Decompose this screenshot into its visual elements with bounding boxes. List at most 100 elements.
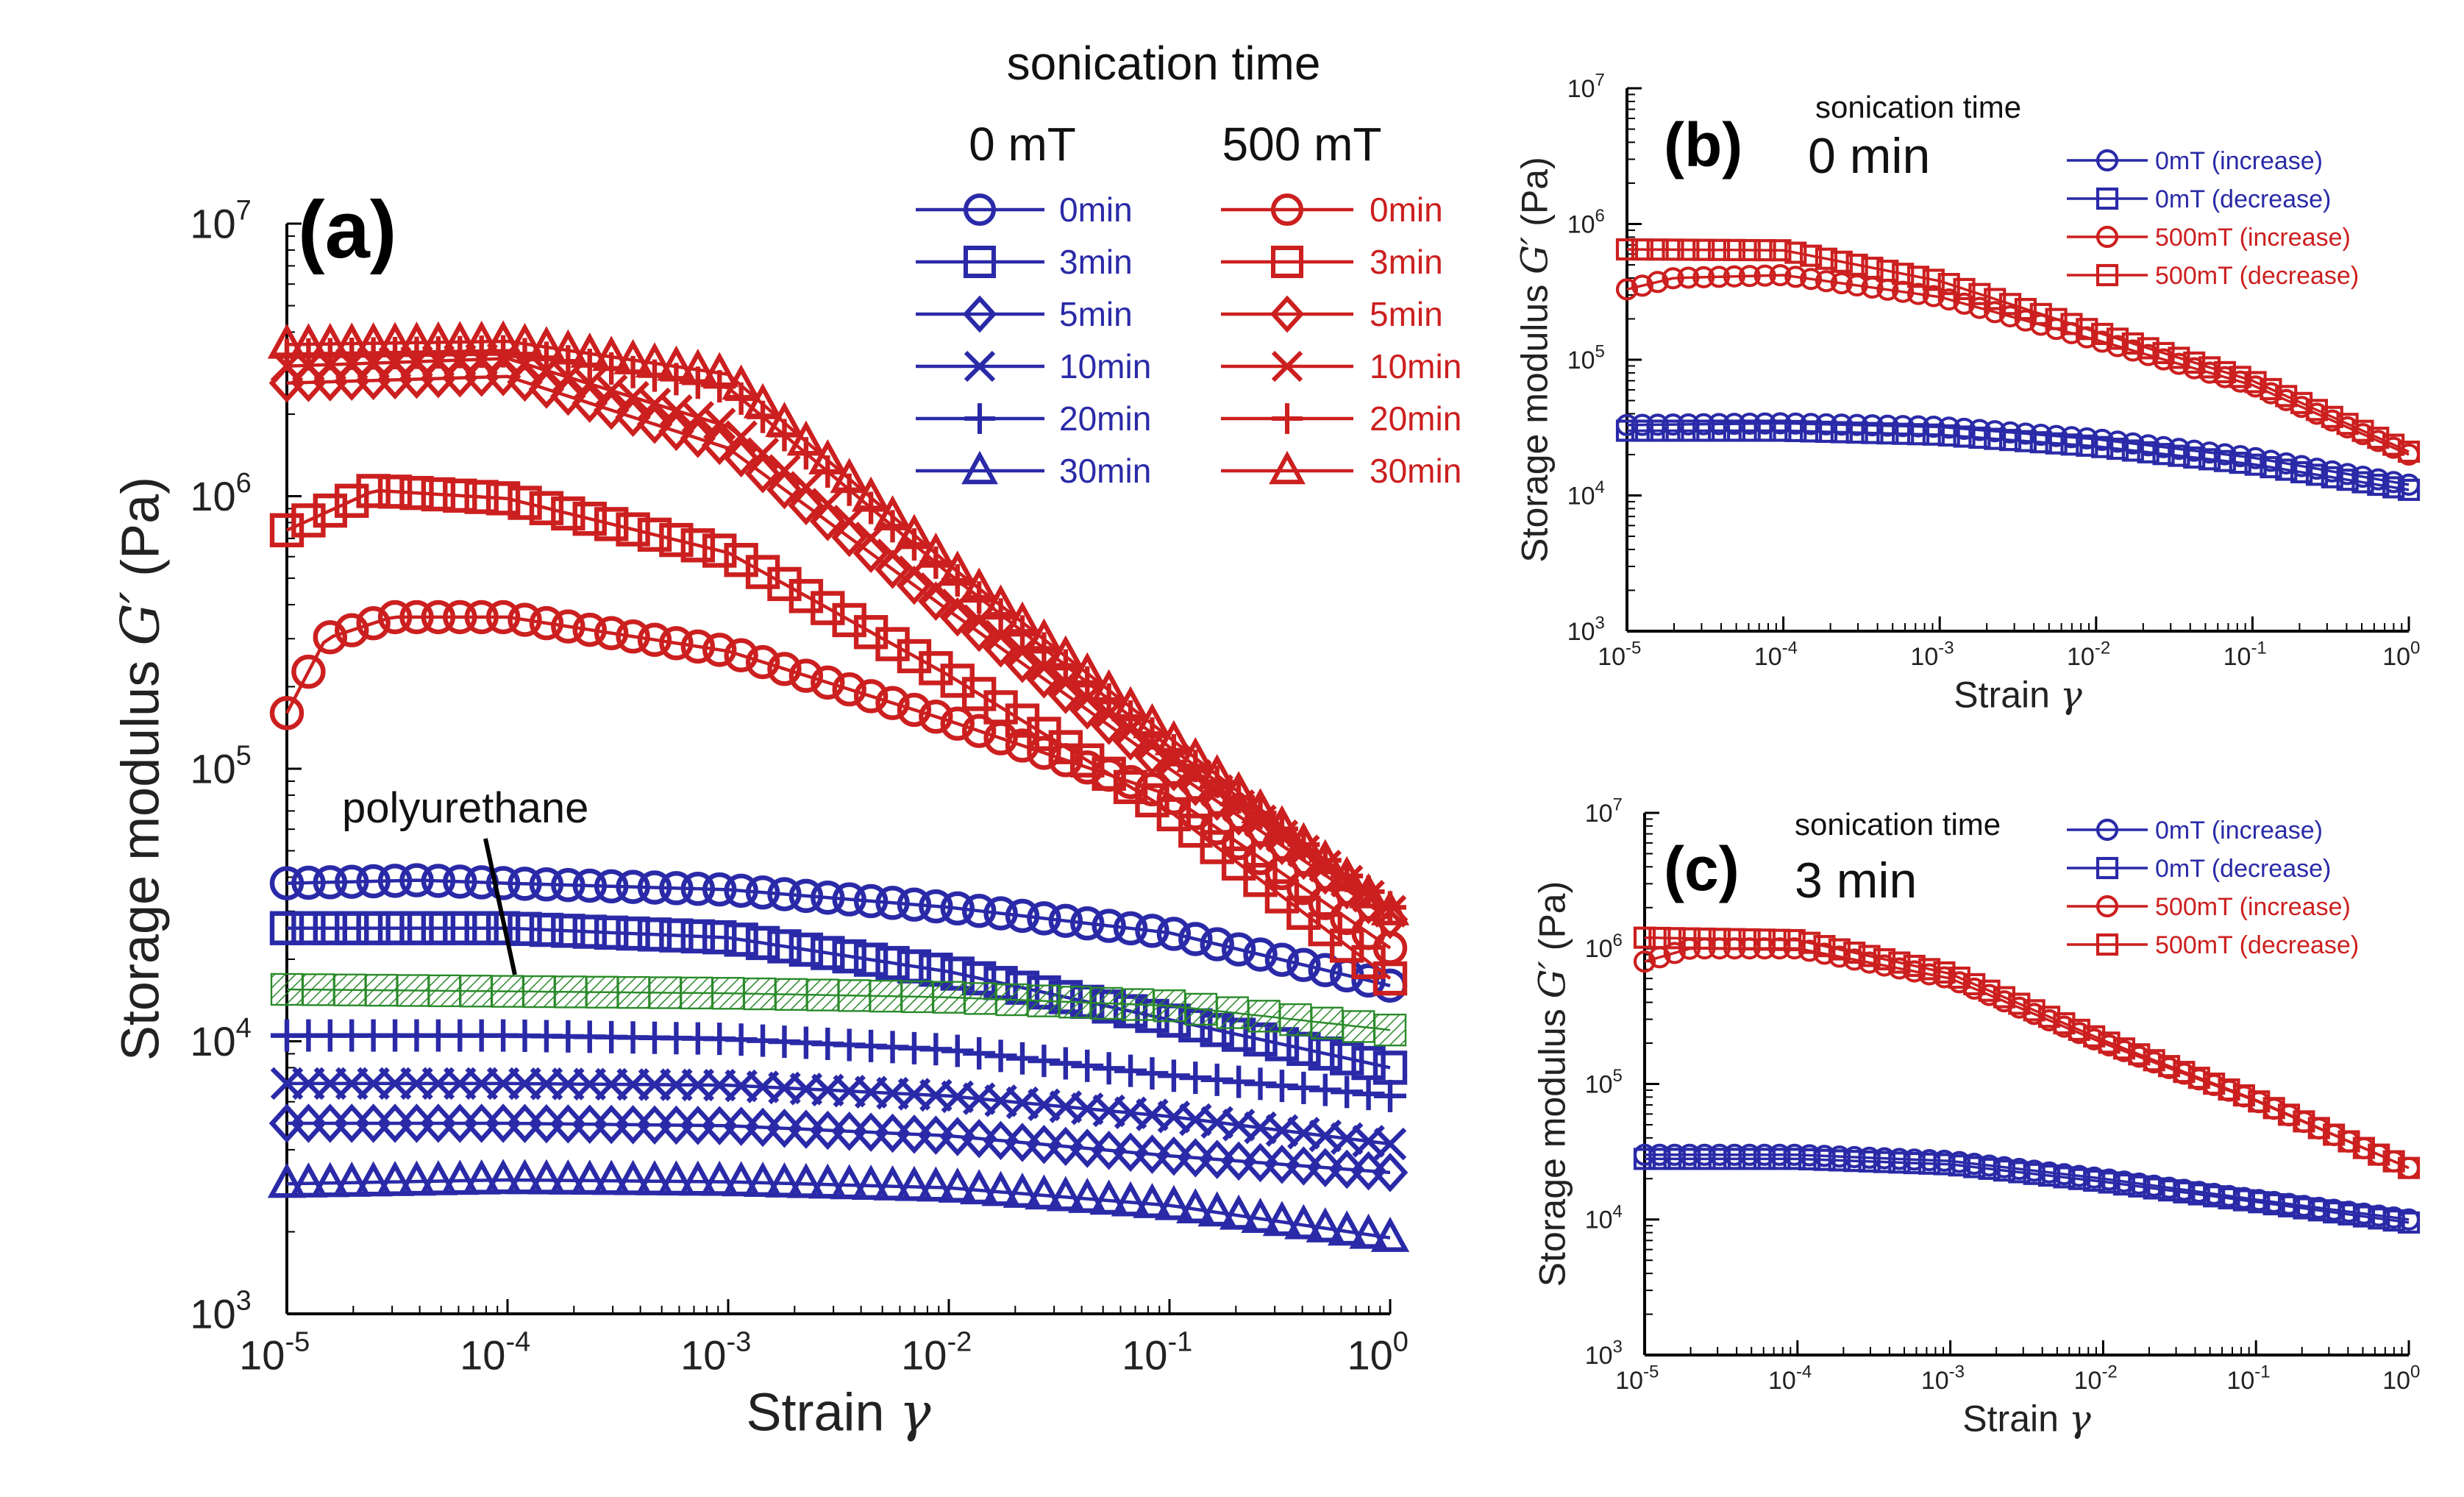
data-point xyxy=(1262,805,1302,841)
data-point xyxy=(1815,420,1838,444)
data-point xyxy=(1768,928,1791,951)
data-point xyxy=(1677,238,1700,261)
y-tick-label: 106 xyxy=(1585,931,1623,963)
y-tick-label: 106 xyxy=(1567,206,1605,238)
data-point xyxy=(2337,1130,2360,1153)
data-point xyxy=(1241,1198,1280,1233)
data-point xyxy=(853,679,889,714)
data-point xyxy=(2307,1199,2330,1222)
data-point xyxy=(485,600,521,635)
data-point xyxy=(1154,719,1194,755)
data-point xyxy=(869,979,902,1013)
data-point xyxy=(786,1162,826,1198)
data-point xyxy=(897,692,932,728)
legend-label: 500mT (increase) xyxy=(2155,224,2351,252)
legend-marker xyxy=(1272,403,1303,434)
data-point xyxy=(1112,1132,1149,1173)
data-point xyxy=(786,420,826,456)
data-point xyxy=(1133,1183,1172,1218)
data-point xyxy=(1922,269,1945,291)
data-point xyxy=(613,1159,652,1195)
data-point xyxy=(2143,1049,2165,1072)
x-tick-label: 100 xyxy=(2382,1362,2420,1395)
data-point xyxy=(2083,1169,2106,1192)
data-point xyxy=(918,1115,954,1155)
data-point xyxy=(333,973,366,1006)
data-point xyxy=(765,402,804,438)
data-point xyxy=(335,483,369,518)
data-point xyxy=(1631,238,1653,261)
data-point xyxy=(1873,947,1896,971)
legend-entry-500mt-30min: 30min xyxy=(1221,450,1461,490)
data-point xyxy=(2229,452,2251,474)
data-point xyxy=(680,976,713,1010)
legend-label: 10min xyxy=(1370,347,1461,385)
legend-entry-0mt-decrease-: 0mT (decrease) xyxy=(2067,185,2331,213)
data-point xyxy=(1648,1148,1671,1170)
data-point xyxy=(983,1120,1019,1161)
data-point xyxy=(269,911,305,945)
data-point xyxy=(2213,449,2236,472)
legend-label: 30min xyxy=(1059,452,1151,490)
data-point xyxy=(1723,238,1745,261)
data-point xyxy=(2351,471,2374,494)
data-point xyxy=(637,517,672,552)
data-point xyxy=(2173,1061,2196,1084)
y-axis-title: Storage modulus G′ (Pa) xyxy=(110,477,171,1061)
data-point xyxy=(1216,996,1249,1029)
data-point xyxy=(1984,427,2007,450)
data-point xyxy=(1351,963,1386,998)
data-point xyxy=(1068,652,1107,688)
data-point xyxy=(1677,419,1700,442)
data-point xyxy=(964,982,997,1015)
data-point xyxy=(1677,266,1700,289)
y-tick-label: 104 xyxy=(190,1013,251,1064)
data-point xyxy=(2076,434,2098,457)
data-point xyxy=(961,894,997,928)
data-point xyxy=(2157,1179,2181,1202)
data-point xyxy=(313,911,348,945)
data-point xyxy=(485,866,521,900)
data-point xyxy=(2277,1103,2301,1126)
y-tick-label: 104 xyxy=(1585,1201,1623,1234)
data-point xyxy=(1631,419,1653,442)
data-point xyxy=(1242,1142,1278,1183)
data-point xyxy=(375,321,415,358)
data-point xyxy=(897,887,932,922)
data-point xyxy=(529,912,564,947)
data-point xyxy=(894,513,934,550)
data-point xyxy=(1858,1150,1881,1173)
y-tick-label: 107 xyxy=(190,195,251,246)
data-point xyxy=(941,1034,974,1067)
data-point xyxy=(443,911,477,945)
legend-label: 10min xyxy=(1059,347,1151,385)
annotation-title-b: sonication time xyxy=(1815,90,2021,124)
data-point xyxy=(1264,942,1300,977)
x-tick-label: 10-3 xyxy=(1910,639,1954,671)
data-point xyxy=(1933,1153,1956,1176)
data-point xyxy=(916,1166,955,1202)
data-point xyxy=(594,374,628,408)
data-point xyxy=(983,896,1018,931)
x-tick-label: 10-1 xyxy=(1122,1326,1192,1378)
data-point xyxy=(549,1159,588,1195)
data-point xyxy=(1738,928,1761,951)
data-point xyxy=(897,639,932,674)
data-point xyxy=(551,867,585,903)
data-point xyxy=(2112,1173,2136,1196)
data-point xyxy=(441,1159,480,1195)
data-point xyxy=(529,867,564,902)
data-point xyxy=(1798,931,1821,954)
series-0mt-decrease--b xyxy=(1633,1148,2421,1234)
data-point xyxy=(1678,1148,1701,1170)
data-point xyxy=(853,942,889,977)
data-point xyxy=(1692,238,1715,261)
data-point xyxy=(1003,601,1042,637)
data-point xyxy=(2060,433,2083,456)
data-point xyxy=(1005,728,1040,763)
data-point xyxy=(959,1169,999,1205)
data-point xyxy=(377,911,413,945)
legend-label: 3min xyxy=(1059,243,1133,281)
legend-label: 5min xyxy=(1370,295,1443,333)
